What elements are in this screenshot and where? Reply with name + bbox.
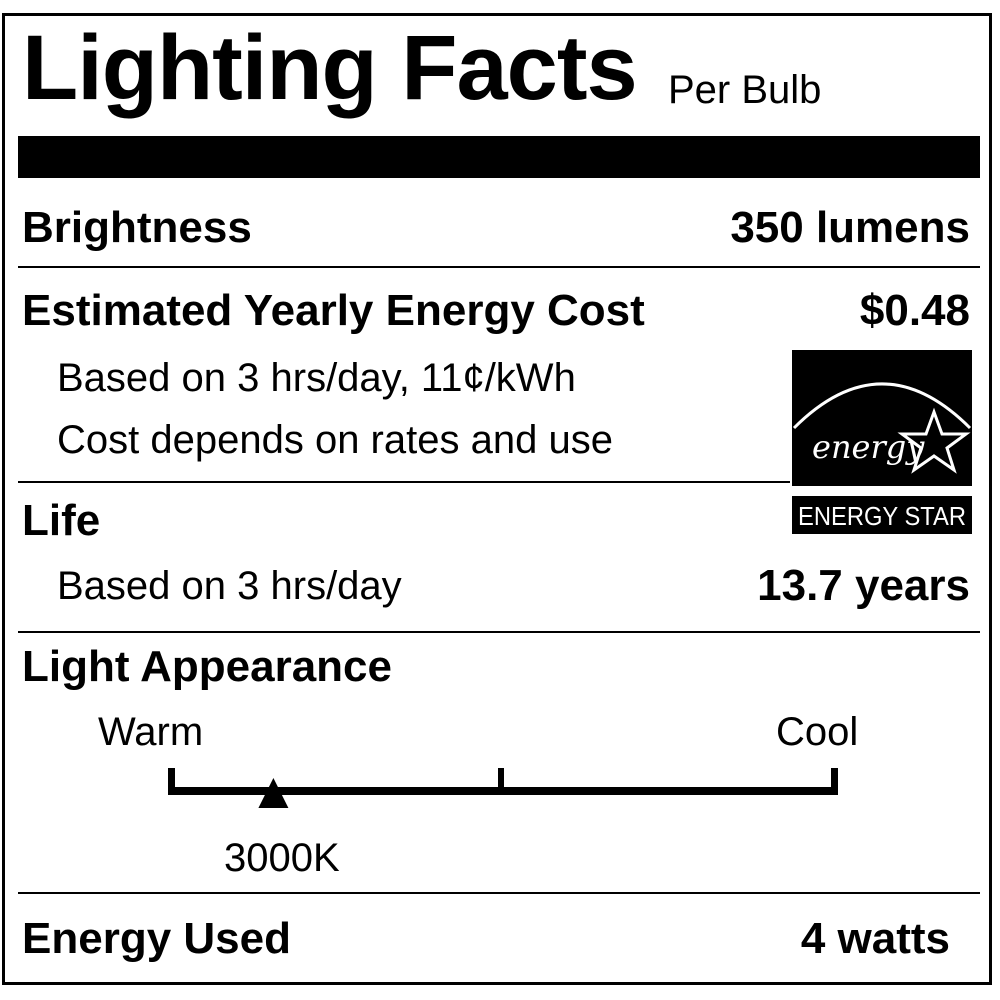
divider [18, 481, 790, 483]
label-title: Lighting Facts [22, 17, 638, 119]
warm-label: Warm [98, 710, 204, 754]
life-value: 13.7 years [757, 561, 970, 610]
life-note: Based on 3 hrs/day [57, 564, 402, 608]
divider [18, 631, 980, 633]
energy-cost-label: Estimated Yearly Energy Cost [22, 286, 645, 335]
energy-cost-value: $0.48 [859, 286, 970, 335]
divider [18, 266, 980, 268]
color-temperature-value: 3000K [224, 836, 340, 880]
temperature-marker [258, 778, 289, 808]
svg-text:ENERGY STAR: ENERGY STAR [798, 501, 966, 531]
cool-label: Cool [776, 710, 859, 754]
scale-tick [168, 768, 175, 795]
energy-used-value: 4 watts [800, 914, 950, 963]
divider [18, 892, 980, 894]
title-divider-bar [18, 136, 980, 178]
energy-cost-note-1: Based on 3 hrs/day, 11¢/kWh [57, 356, 576, 400]
life-label: Life [22, 496, 101, 545]
scale-tick [831, 768, 838, 795]
brightness-value: 350 lumens [730, 203, 970, 252]
scale-tick [498, 768, 504, 795]
label-subtitle: Per Bulb [668, 68, 822, 112]
energy-cost-note-2: Cost depends on rates and use [57, 418, 613, 462]
brightness-label: Brightness [22, 203, 252, 252]
energy-used-label: Energy Used [22, 914, 291, 963]
energy-star-logo: energy ENERGY STAR [792, 350, 972, 534]
label-frame [2, 13, 992, 985]
color-temperature-scale [168, 768, 838, 808]
light-appearance-label: Light Appearance [22, 642, 392, 691]
